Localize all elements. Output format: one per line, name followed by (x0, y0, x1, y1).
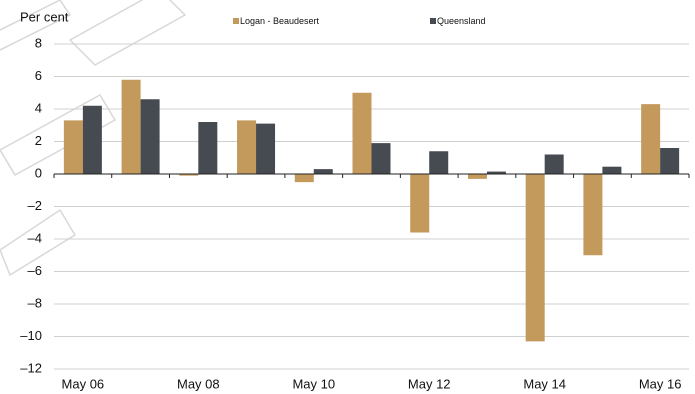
y-tick-label: –10 (20, 328, 42, 343)
y-tick-label: –4 (28, 230, 42, 245)
bar (429, 151, 449, 174)
y-tick-label: 8 (35, 35, 42, 50)
bar (641, 104, 661, 174)
bar (63, 120, 83, 174)
y-axis-label: Per cent (20, 9, 69, 24)
x-tick-label: May 10 (292, 376, 335, 391)
x-tick-label: May 16 (639, 376, 682, 391)
bar (82, 105, 102, 174)
bar (352, 92, 372, 174)
x-tick-label: May 14 (523, 376, 566, 391)
legend-swatch (430, 18, 436, 24)
bar (198, 122, 218, 174)
bar (486, 171, 506, 174)
bar (525, 174, 545, 342)
bar (660, 148, 680, 174)
y-tick-label: –8 (28, 295, 42, 310)
bar (602, 166, 622, 174)
bar (140, 99, 160, 174)
y-tick-label: 6 (35, 68, 42, 83)
bar (410, 174, 430, 233)
bar (256, 123, 276, 174)
bar (313, 169, 333, 174)
bar (237, 120, 257, 174)
bar (467, 174, 487, 179)
x-tick-label: May 06 (62, 376, 105, 391)
bar (544, 154, 564, 174)
watermark (0, 0, 187, 277)
y-tick-label: –12 (20, 360, 42, 375)
x-tick-label: May 08 (177, 376, 220, 391)
y-tick-label: 0 (35, 165, 42, 180)
y-tick-label: 2 (35, 133, 42, 148)
y-tick-label: –2 (28, 198, 42, 213)
y-tick-label: –6 (28, 263, 42, 278)
bar (371, 143, 391, 174)
bar (583, 174, 603, 256)
bar (179, 174, 199, 176)
legend-label: Logan - Beaudesert (240, 16, 320, 26)
legend-label: Queensland (437, 16, 486, 26)
y-tick-label: 4 (35, 100, 42, 115)
x-tick-label: May 12 (408, 376, 451, 391)
bar (121, 79, 141, 174)
legend-swatch (233, 18, 239, 24)
bar (294, 174, 314, 183)
